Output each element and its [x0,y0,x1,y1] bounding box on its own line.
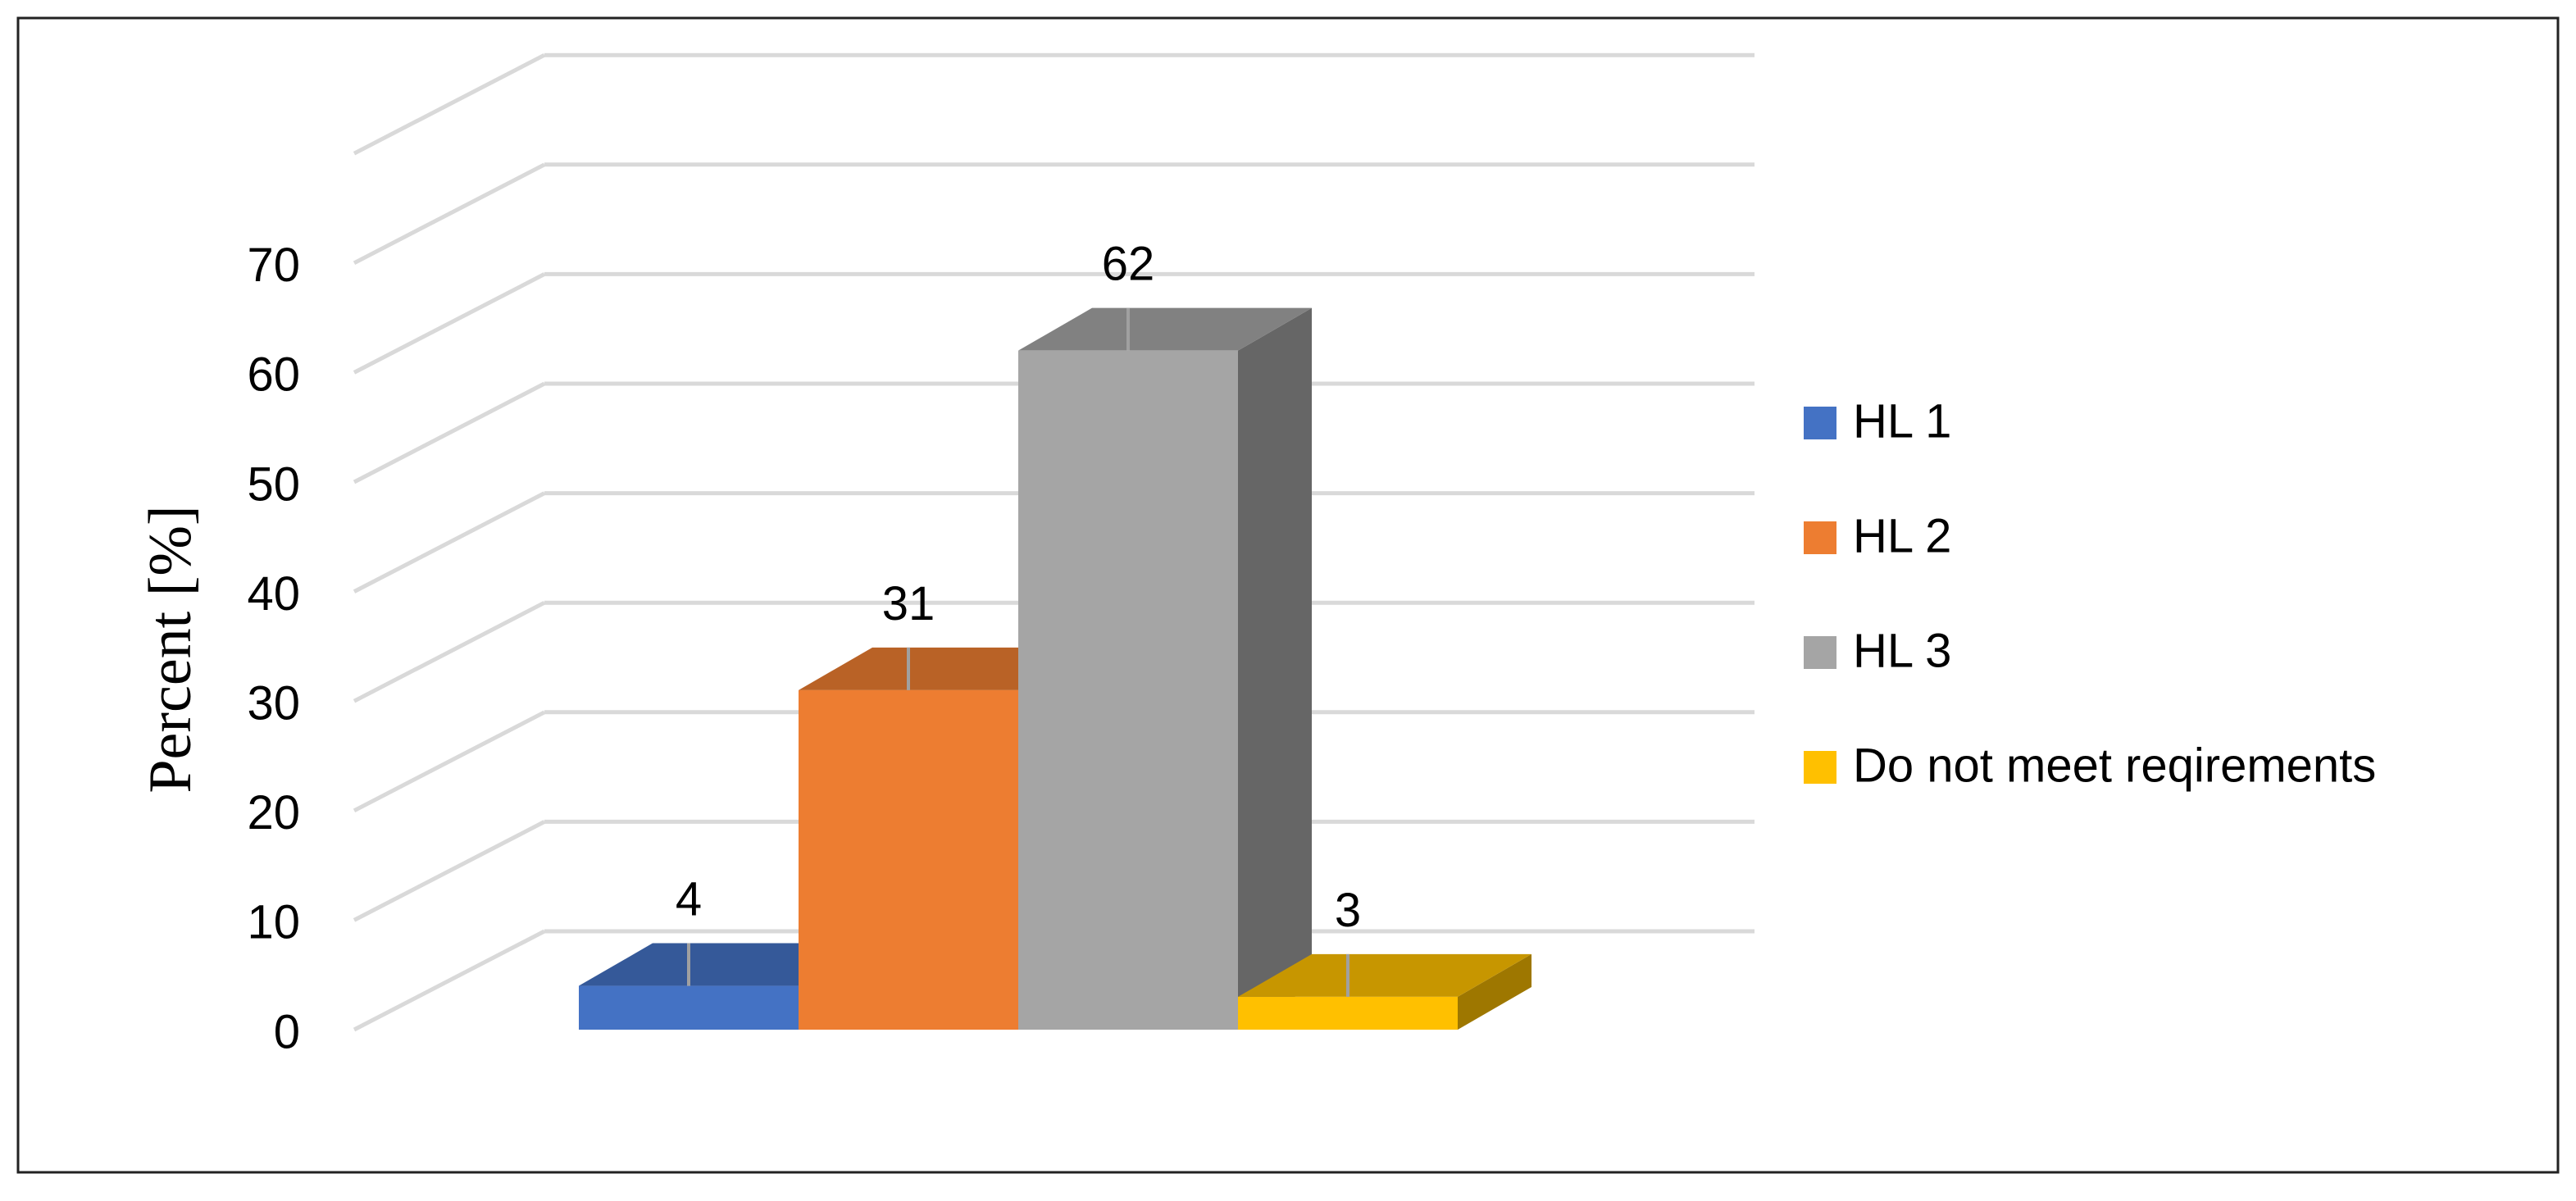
bar-front [799,689,1018,1030]
legend-label: HL 3 [1853,624,1951,677]
legend-swatch [1804,407,1836,439]
bar-top [1018,307,1312,351]
bar-do-not-meet-reqirements [1238,953,1531,1030]
y-axis-label: Percent [%] [137,505,204,793]
bar-top [1238,953,1531,997]
gridline-diagonal [353,491,546,594]
legend: HL 1 HL 2 HL 3 Do not meet reqirements [1804,394,2376,792]
data-label: 4 [676,873,702,926]
gridline-diagonal [353,600,546,703]
legend-item: HL 2 [1804,509,1951,562]
bar-front [579,985,799,1030]
legend-swatch [1804,636,1836,669]
data-label: 3 [1335,884,1361,937]
gridline-diagonal [353,710,546,813]
bar-front [1018,350,1238,1030]
y-tick-label: 30 [247,677,300,730]
legend-swatch [1804,751,1836,784]
bar-side [1458,953,1531,1030]
legend-item: HL 1 [1804,394,1951,448]
y-axis: 0 10 20 30 40 50 60 70 [247,239,300,1058]
bar-side [1238,307,1312,1030]
legend-item: Do not meet reqirements [1804,739,2376,792]
data-label: 31 [882,577,935,630]
legend-item: HL 3 [1804,624,1951,677]
legend-label: HL 2 [1853,509,1951,562]
y-tick-label: 40 [247,567,300,621]
y-tick-label: 50 [247,457,300,511]
y-tick-label: 20 [247,786,300,839]
y-tick-label: 0 [274,1005,300,1058]
bar-front [1238,996,1458,1030]
y-tick-label: 10 [247,896,300,949]
gridline-diagonal [353,381,546,484]
bars [579,307,1531,1030]
data-labels: 4 31 62 3 [676,238,1361,997]
legend-label: Do not meet reqirements [1853,739,2376,792]
gridline-diagonal [353,272,546,375]
y-tick-label: 60 [247,348,300,402]
gridline-diagonal [353,820,546,922]
gridline-diagonal [353,52,546,156]
legend-label: HL 1 [1853,394,1951,448]
gridline-diagonal [353,162,546,266]
bar-hl-3 [1018,307,1312,1030]
legend-swatch [1804,521,1836,554]
y-tick-label: 70 [247,239,300,292]
data-label: 62 [1102,238,1155,291]
gridline-diagonal [353,929,546,1032]
